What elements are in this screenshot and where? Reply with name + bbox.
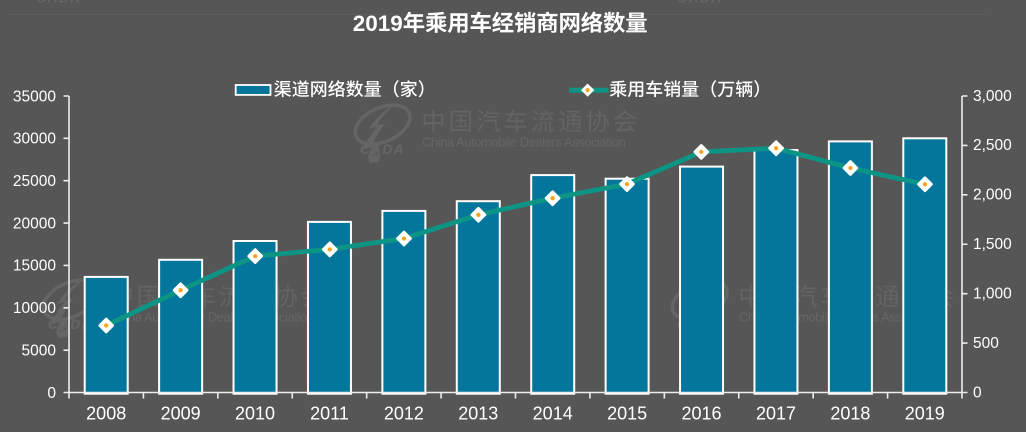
svg-text:2016: 2016: [681, 404, 721, 424]
svg-text:2,000: 2,000: [973, 187, 1012, 204]
svg-text:3,000: 3,000: [973, 88, 1012, 105]
svg-text:1,000: 1,000: [973, 285, 1012, 302]
svg-text:10000: 10000: [13, 300, 56, 317]
svg-text:2009: 2009: [161, 404, 201, 424]
svg-text:2015: 2015: [607, 404, 647, 424]
svg-text:2017: 2017: [756, 404, 796, 424]
svg-text:2018: 2018: [830, 404, 870, 424]
svg-text:2012: 2012: [384, 404, 424, 424]
svg-text:2019: 2019: [353, 11, 403, 36]
svg-text:35000: 35000: [13, 88, 56, 105]
svg-text:China Automobile Dealers Assoc: China Automobile Dealers Association: [422, 134, 626, 149]
svg-text:CADA: CADA: [678, 0, 723, 5]
svg-text:0: 0: [973, 384, 982, 401]
svg-text:2019: 2019: [905, 404, 945, 424]
svg-text:2010: 2010: [235, 404, 275, 424]
svg-text:2008: 2008: [86, 404, 126, 424]
svg-text:CADA: CADA: [360, 142, 405, 157]
svg-text:2011: 2011: [310, 404, 349, 424]
svg-text:25000: 25000: [13, 173, 56, 190]
svg-text:2,500: 2,500: [973, 137, 1012, 154]
svg-text:20000: 20000: [13, 215, 56, 232]
svg-text:1,500: 1,500: [973, 236, 1012, 253]
svg-text:500: 500: [973, 335, 999, 352]
svg-text:30000: 30000: [13, 131, 56, 148]
svg-text:15000: 15000: [13, 258, 56, 275]
svg-text:0: 0: [47, 385, 56, 402]
svg-text:2014: 2014: [533, 404, 573, 424]
svg-text:CADA: CADA: [37, 0, 82, 5]
svg-text:5000: 5000: [22, 342, 57, 359]
svg-text:2013: 2013: [458, 404, 498, 424]
